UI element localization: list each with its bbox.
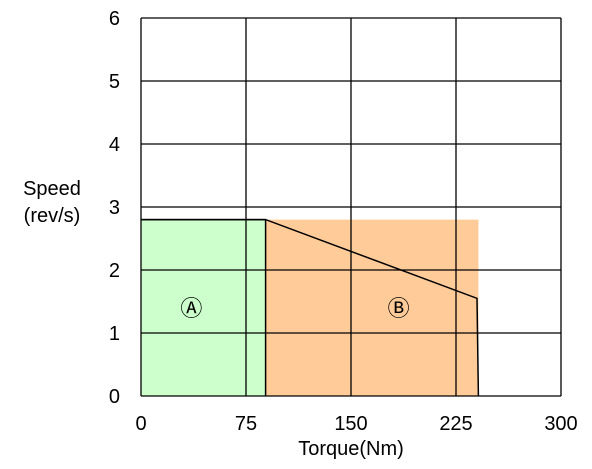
x-tick-label-75: 75 xyxy=(235,413,257,435)
x-axis-label: Torque(Nm) xyxy=(298,438,404,460)
region-a xyxy=(141,219,266,396)
y-tick-label-6: 6 xyxy=(109,8,120,30)
grid-layer xyxy=(140,17,562,397)
y-axis-label-line-1: Speed xyxy=(23,178,81,200)
region-labels-layer: Ⓐ Ⓑ xyxy=(180,296,409,321)
region-b xyxy=(265,219,479,396)
envelope-layer xyxy=(141,218,480,397)
x-tick-label-300: 300 xyxy=(544,413,577,435)
y-axis-label-line-2: (rev/s) xyxy=(24,205,81,227)
regions-layer xyxy=(141,219,479,396)
x-tick-label-225: 225 xyxy=(439,413,472,435)
y-tick-label-2: 2 xyxy=(109,260,120,282)
region-a-label: Ⓐ xyxy=(180,296,202,321)
y-tick-label-0: 0 xyxy=(109,386,120,408)
y-tick-label-5: 5 xyxy=(109,71,120,93)
tick-labels-layer: 0 75 150 225 300 0 1 2 3 4 5 6 xyxy=(109,8,578,435)
x-tick-label-0: 0 xyxy=(135,413,146,435)
y-tick-label-3: 3 xyxy=(109,197,120,219)
y-tick-label-1: 1 xyxy=(109,323,120,345)
x-tick-label-150: 150 xyxy=(334,413,367,435)
region-b-label: Ⓑ xyxy=(388,296,410,321)
y-tick-label-4: 4 xyxy=(109,134,120,156)
